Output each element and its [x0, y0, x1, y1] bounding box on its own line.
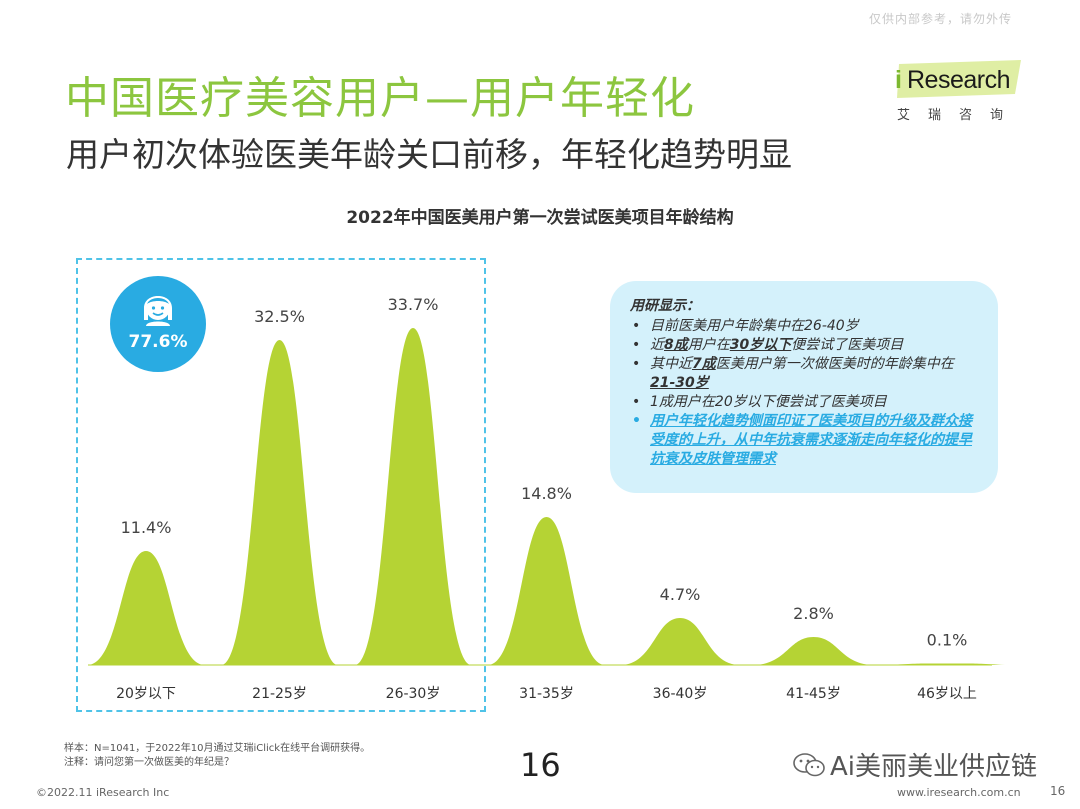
peak-3: [488, 517, 605, 665]
category-label-4: 36-40岁: [653, 686, 708, 702]
category-label-3: 31-35岁: [519, 686, 574, 702]
chart-title: 2022年中国医美用户第一次尝试医美项目年龄结构: [346, 208, 734, 228]
peak-1: [221, 340, 338, 665]
logo-banner: [897, 60, 1021, 98]
website-url: www.iresearch.com.cn: [897, 786, 1021, 799]
page-number-large: 16: [520, 746, 561, 784]
highlight-total-badge: 77.6%: [110, 276, 206, 372]
callout-highlight-item: 用户年轻化趋势侧面印证了医美项目的升级及群众接受度的上升，从中年抗衰需求逐渐走向…: [630, 412, 978, 469]
iresearch-logo: i Research 艾瑞咨询: [893, 60, 1028, 130]
peak-0: [88, 551, 204, 665]
category-label-1: 21-25岁: [252, 686, 307, 702]
wechat-account-name: Ai美丽美业供应链: [830, 752, 1038, 782]
copyright: ©2022.11 iResearch Inc: [36, 786, 170, 799]
value-label-4: 4.7%: [660, 585, 701, 604]
callout-item: 其中近7成医美用户第一次做医美时的年龄集中在21-30岁: [630, 355, 978, 393]
value-label-1: 32.5%: [254, 307, 305, 326]
logo-wordmark: Research: [907, 66, 1011, 94]
page-subtitle: 用户初次体验医美年龄关口前移，年轻化趋势明显: [66, 135, 792, 174]
value-label-3: 14.8%: [521, 484, 572, 503]
callout-item: 近8成用户在30岁以下便尝试了医美项目: [630, 336, 978, 355]
category-label-6: 46岁以上: [917, 686, 977, 702]
callout-item: 1成用户在20岁以下便尝试了医美项目: [630, 393, 978, 412]
callout-list: 目前医美用户年龄集中在26-40岁 近8成用户在30岁以下便尝试了医美项目 其中…: [630, 317, 978, 469]
peak-5: [755, 637, 872, 665]
chart-category-labels: 20岁以下 21-25岁 26-30岁 31-35岁 36-40岁 41-45岁 46岁以上: [116, 686, 977, 702]
value-label-2: 33.7%: [388, 295, 439, 314]
logo-chinese: 艾瑞咨询: [897, 108, 1022, 123]
callout-item: 目前医美用户年龄集中在26-40岁: [630, 317, 978, 336]
category-label-2: 26-30岁: [386, 686, 441, 702]
wechat-icon: [793, 753, 825, 777]
page-title: 中国医疗美容用户—用户年轻化: [65, 73, 695, 124]
page-number: 16: [1050, 784, 1066, 798]
value-label-0: 11.4%: [121, 518, 172, 537]
user-face-icon: [144, 296, 172, 326]
research-findings-callout: 用研显示： 目前医美用户年龄集中在26-40岁 近8成用户在30岁以下便尝试了医…: [610, 281, 998, 493]
logo-i-letter: i: [895, 66, 902, 94]
chart-value-labels: 11.4% 32.5% 33.7% 14.8% 4.7% 2.8% 0.1%: [121, 295, 968, 650]
chart-peaks: [88, 328, 1005, 665]
highlight-group-box: [76, 258, 486, 712]
footnotes: 样本：N=1041，于2022年10月通过艾瑞iClick在线平台调研获得。 注…: [64, 742, 370, 770]
callout-heading: 用研显示：: [630, 298, 700, 314]
category-label-5: 41-45岁: [786, 686, 841, 702]
highlight-total-value: 77.6%: [128, 332, 188, 352]
peak-6: [889, 663, 1005, 665]
question-note: 注释：请问您第一次做医美的年纪是？: [64, 757, 234, 768]
category-label-0: 20岁以下: [116, 686, 176, 702]
value-label-6: 0.1%: [927, 631, 968, 650]
value-label-5: 2.8%: [793, 604, 834, 623]
watermark-text: 仅供内部参考，请勿外传: [868, 12, 1012, 26]
peak-4: [622, 618, 738, 665]
peak-2: [355, 328, 471, 665]
sample-note: 样本：N=1041，于2022年10月通过艾瑞iClick在线平台调研获得。: [64, 743, 371, 754]
